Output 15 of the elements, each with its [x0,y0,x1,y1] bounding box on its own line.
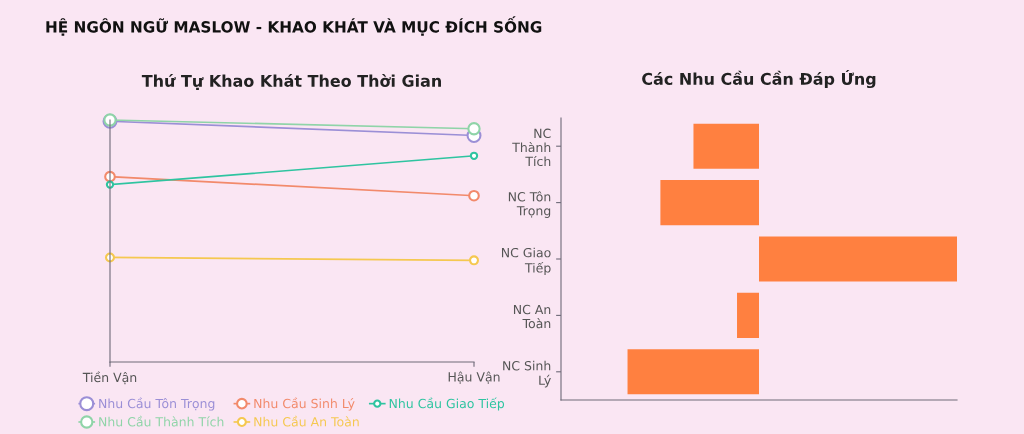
y-tick-label: NC An Toàn [513,304,551,329]
y-tick-label: NC Tôn Trọng [508,191,551,218]
y-tick-label: NC Thành Tích [512,128,551,167]
y-tick-label: NC Giao Tiếp [501,247,551,276]
x-tick-label: Hậu Vận [448,371,500,384]
chart-title: Các Nhu Cầu Cần Đáp Ứng [642,69,876,89]
legend-label: Nhu Cầu Thành Tích [99,415,224,427]
chart-title: HỆ NGÔN NGỮ MASLOW - KHAO KHÁT VÀ MỤC ĐÍCH SỐNG [46,16,542,36]
legend-label: Nhu Cầu Giao Tiếp [389,397,505,411]
legend-label: Nhu Cầu Tôn Trọng [99,397,215,411]
legend-label: Nhu Cầu An Toàn [254,415,359,427]
chart-subtitle: Thứ Tự Khao Khát Theo Thời Gian [141,73,441,91]
y-tick-label: NC Sinh Lý [503,360,551,388]
x-tick-label: Tiền Vận [82,371,137,385]
legend-label: Nhu Cầu Sinh Lý [254,397,355,411]
